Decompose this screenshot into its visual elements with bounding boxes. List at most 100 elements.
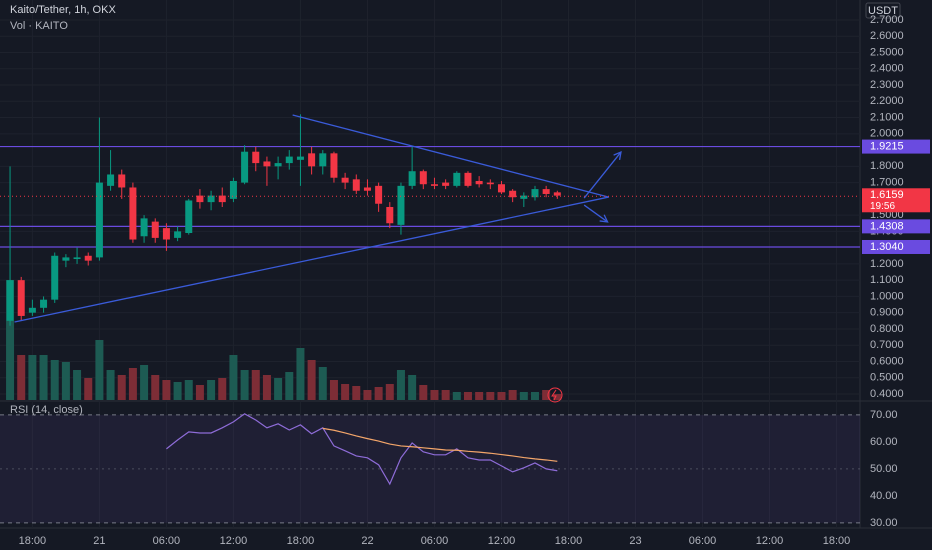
candle-body [520, 195, 528, 199]
volume-bar [553, 394, 562, 400]
x-tick-label: 06:00 [153, 535, 181, 547]
candle-body [464, 172, 472, 186]
candle-body [386, 206, 394, 224]
volume-bar [73, 370, 82, 400]
volume-bar [274, 378, 283, 400]
candle-body [330, 153, 338, 178]
candle-body [118, 174, 126, 188]
candle-body [285, 156, 293, 164]
candle-body [185, 200, 193, 234]
volume-bar [28, 355, 37, 400]
x-tick-label: 22 [361, 535, 373, 547]
volume-bar [61, 362, 70, 400]
volume-bar [542, 390, 551, 400]
candle-body [397, 185, 405, 225]
candle-body [553, 192, 561, 196]
y-tick-label: 2.2000 [870, 95, 904, 107]
level-label-box [862, 239, 930, 254]
x-tick-label: 06:00 [421, 535, 449, 547]
y-tick-label: 0.9000 [870, 307, 904, 319]
candle-body [129, 187, 137, 240]
candle-body [430, 184, 438, 186]
candle-body [408, 171, 416, 186]
y-tick-label: 2.3000 [870, 79, 904, 91]
rsi-tick-label: 70.00 [870, 409, 898, 421]
x-tick-label: 21 [93, 535, 105, 547]
candle-body [308, 153, 316, 167]
x-tick-label: 06:00 [689, 535, 717, 547]
volume-bar [251, 370, 260, 400]
candle-body [363, 187, 371, 191]
volume-bar [486, 392, 495, 400]
y-tick-label: 1.1000 [870, 274, 904, 286]
marks [0, 114, 860, 486]
volume-bar [497, 392, 506, 400]
candle-body [162, 228, 170, 240]
candle-body [218, 195, 226, 203]
volume-bar [151, 375, 160, 400]
volume-bar [106, 370, 115, 400]
volume-bar [285, 372, 294, 400]
volume-bar [374, 387, 383, 400]
candle-body [62, 257, 70, 261]
volume-bar [207, 380, 216, 400]
volume-bar [84, 378, 93, 400]
grid [0, 414, 860, 524]
volume-bar [218, 378, 227, 400]
currency[interactable]: USDT [868, 5, 898, 17]
y-tick-label: 0.5000 [870, 372, 904, 384]
alert-icon[interactable] [547, 387, 563, 403]
volume-bar [419, 385, 428, 400]
candle-body [509, 190, 517, 198]
currency-box[interactable] [865, 2, 901, 19]
volume-bar [318, 367, 327, 400]
volume-bar [140, 365, 149, 400]
volume-bar [6, 280, 15, 400]
volume-bar [162, 380, 171, 400]
x-tick-label: 18:00 [823, 535, 851, 547]
labels: Kaito/Tether, 1h, OKX Vol · KAITO RSI (1… [10, 2, 930, 547]
candle-body [107, 174, 115, 186]
candle-body [151, 221, 159, 238]
volume-bar [363, 390, 372, 400]
volume-bar [262, 375, 271, 400]
candle-body [486, 182, 494, 185]
x-tick-label: 18:00 [287, 535, 315, 547]
y-tick-label: 2.1000 [870, 111, 904, 123]
arrow-head [613, 150, 622, 161]
volume-bar [240, 370, 249, 400]
candle-body [419, 171, 427, 185]
arrow [583, 204, 608, 223]
y-tick-label: 2.5000 [870, 46, 904, 58]
y-tick-label: 0.6000 [870, 355, 904, 367]
x-tick-label: 18:00 [555, 535, 583, 547]
candle-body [341, 177, 349, 183]
candle-body [84, 255, 92, 261]
candle-body [229, 180, 237, 199]
trendline [14, 196, 609, 323]
candle-body [274, 163, 282, 167]
volume-bar [408, 375, 417, 400]
candle-body [51, 255, 59, 300]
level-label: 1.4308 [870, 220, 904, 232]
level-label-box [862, 139, 930, 154]
candle-body [6, 280, 14, 321]
rsi-tick-label: 40.00 [870, 490, 898, 502]
candle-body [319, 153, 327, 167]
candle-body [73, 257, 81, 260]
rsi-line [322, 427, 558, 462]
candle-body [375, 185, 383, 204]
x-tick-label: 12:00 [220, 535, 248, 547]
y-tick-label: 1.8000 [870, 160, 904, 172]
y-tick-label: 1.2000 [870, 258, 904, 270]
y-tick-label: 2.6000 [870, 30, 904, 42]
volume-bar [117, 375, 126, 400]
level-label: 1.3040 [870, 241, 904, 253]
candle-body [17, 280, 25, 316]
volume-bar [329, 380, 338, 400]
volume-bar [296, 348, 305, 400]
candle-body [40, 299, 48, 308]
last-price-label: 1.6159 [870, 189, 904, 201]
